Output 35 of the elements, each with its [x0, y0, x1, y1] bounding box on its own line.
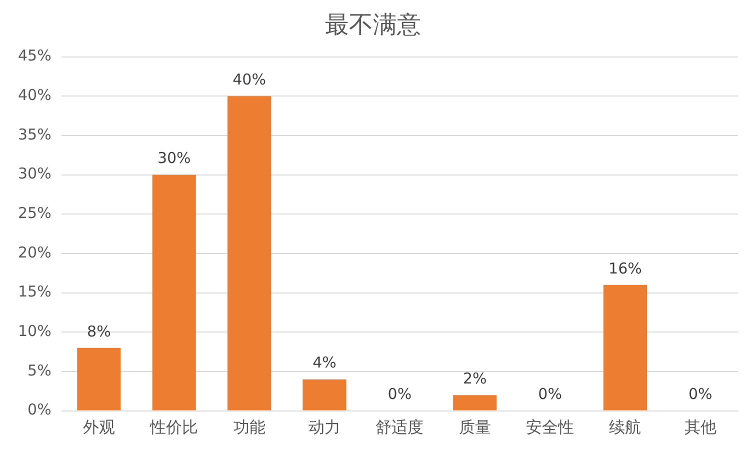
x-tick-label: 性价比 — [149, 418, 198, 437]
data-label: 40% — [232, 70, 266, 89]
bar — [77, 348, 121, 410]
data-label: 16% — [608, 259, 642, 278]
x-tick-label: 其他 — [684, 418, 716, 437]
chart-title: 最不满意 — [325, 10, 421, 39]
y-tick-label: 30% — [18, 164, 52, 183]
y-tick-label: 35% — [18, 125, 52, 144]
x-tick-label: 安全性 — [526, 418, 574, 437]
data-label: 2% — [462, 369, 487, 388]
y-tick-label: 10% — [18, 322, 52, 340]
x-tick-label: 续航 — [609, 418, 642, 437]
x-tick-label: 动力 — [308, 418, 340, 437]
bar — [228, 96, 272, 410]
data-label: 30% — [157, 149, 191, 168]
data-label: 0% — [388, 385, 412, 404]
data-label: 0% — [538, 385, 562, 404]
bar — [603, 284, 648, 410]
y-tick-label: 15% — [18, 282, 52, 301]
y-tick-label: 45% — [18, 46, 52, 65]
y-tick-label: 0% — [28, 400, 52, 419]
bar — [302, 379, 346, 410]
bar — [453, 395, 497, 410]
y-tick-label: 25% — [18, 204, 52, 222]
x-tick-label: 舒适度 — [376, 418, 424, 437]
x-tick-label: 质量 — [458, 418, 491, 437]
y-tick-label: 5% — [28, 361, 52, 380]
x-tick-label: 功能 — [233, 418, 266, 437]
y-tick-label: 40% — [18, 86, 52, 104]
bar — [152, 174, 196, 410]
y-tick-label: 20% — [18, 243, 52, 262]
data-label: 8% — [87, 322, 111, 340]
x-tick-label: 外观 — [82, 418, 115, 437]
data-label: 0% — [688, 385, 712, 404]
data-label: 4% — [312, 354, 336, 372]
